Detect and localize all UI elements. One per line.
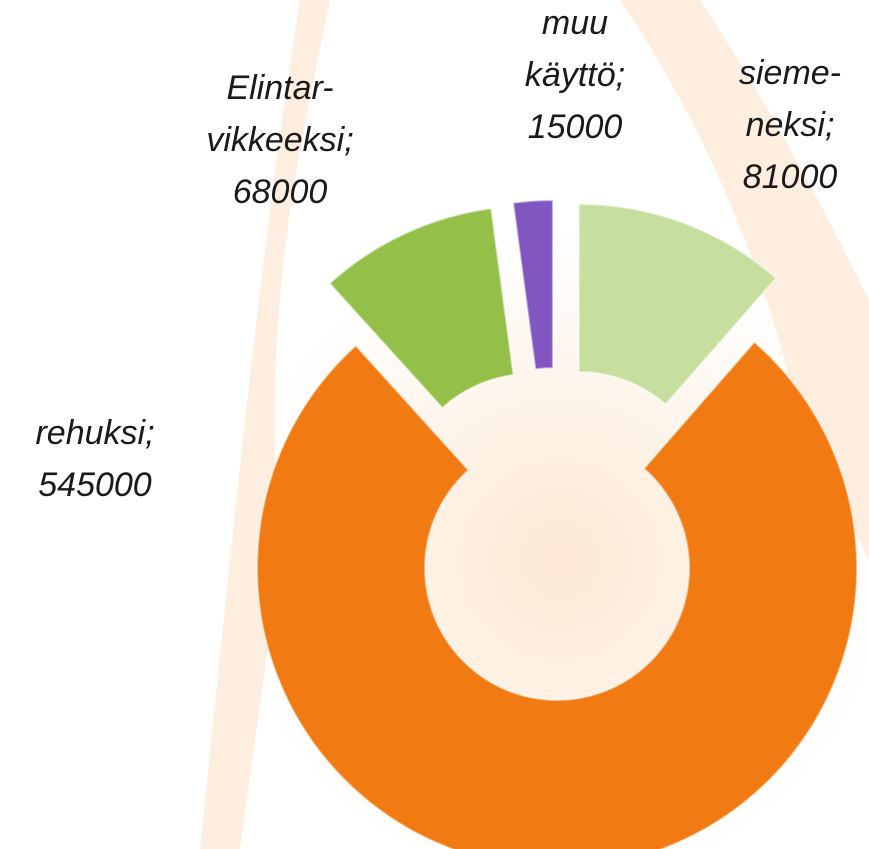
data-label-name: sieme- bbox=[739, 54, 841, 92]
donut-slice bbox=[256, 340, 859, 849]
data-label-name: käyttö; bbox=[525, 56, 625, 94]
data-label-value: 545000 bbox=[38, 466, 152, 504]
data-label-name: rehuksi; bbox=[35, 414, 154, 452]
data-label-name: muu bbox=[542, 4, 608, 42]
data-label-name: vikkeeksi; bbox=[206, 121, 353, 159]
data-label-name: neksi; bbox=[746, 106, 835, 144]
data-label-value: 15000 bbox=[528, 108, 623, 146]
data-label-value: 68000 bbox=[233, 173, 328, 211]
donut-slice bbox=[328, 207, 515, 410]
donut-slice bbox=[577, 202, 778, 406]
donut-slice bbox=[511, 199, 554, 371]
slices bbox=[256, 199, 859, 849]
labels: sieme-neksi; 81000 rehuksi; 545000 Elintar-v… bbox=[35, 4, 841, 504]
data-label-name: Elintar- bbox=[226, 69, 333, 107]
data-label-value: 81000 bbox=[743, 158, 838, 196]
